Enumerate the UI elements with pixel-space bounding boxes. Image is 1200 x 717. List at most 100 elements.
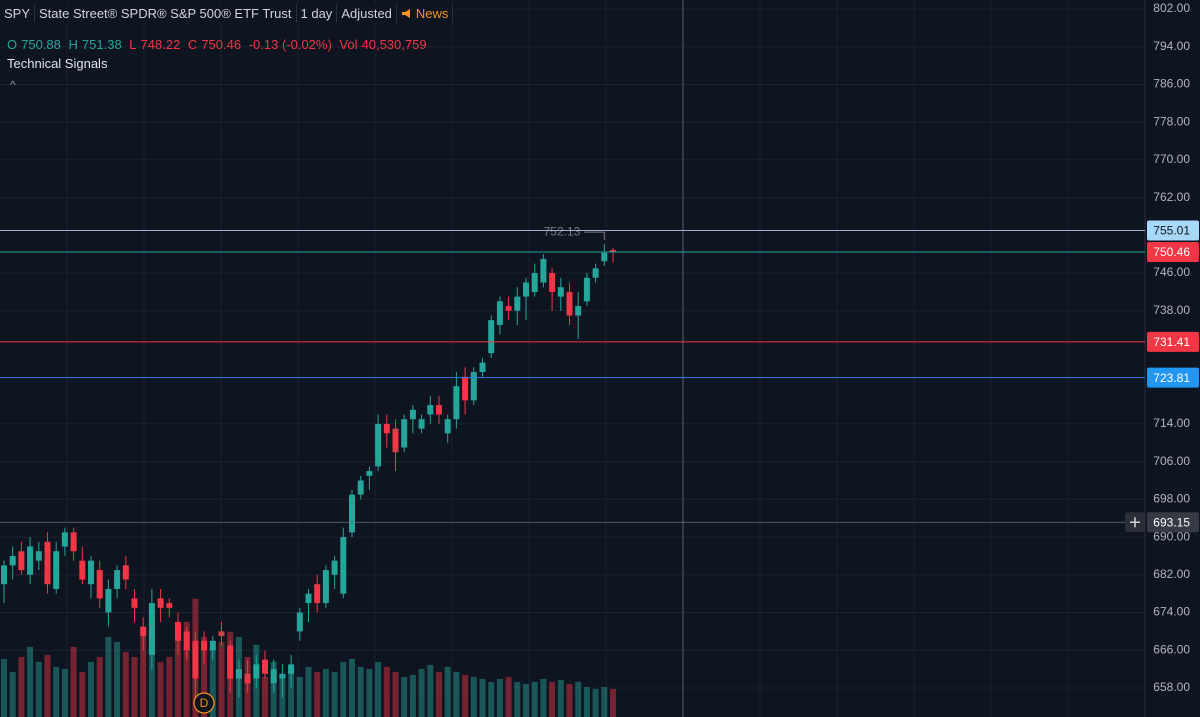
o-letter: O — [7, 37, 18, 52]
volume-bar — [496, 678, 503, 717]
volume-value: 40,530,759 — [361, 37, 427, 52]
collapse-caret[interactable]: ^ — [10, 78, 16, 92]
y-tick-label: 674.00 — [1153, 605, 1190, 619]
volume-bar — [375, 661, 382, 717]
volume-bar — [201, 636, 208, 717]
y-tick-label: 706.00 — [1153, 454, 1190, 468]
symbol[interactable]: SPY — [0, 4, 36, 23]
volume-bar — [175, 631, 181, 717]
volume-bar — [131, 656, 138, 717]
volume-bar — [366, 668, 373, 717]
volume-bar — [357, 666, 364, 717]
high-marker-bracket — [584, 231, 605, 241]
volume-bar — [514, 681, 521, 717]
y-tick-label: 682.00 — [1153, 567, 1190, 581]
price-label-bg — [1147, 367, 1199, 388]
volume-bar — [35, 661, 42, 717]
y-tick-label: 658.00 — [1153, 680, 1190, 694]
y-tick-label: 802.00 — [1153, 1, 1190, 15]
candle-body — [523, 282, 529, 297]
y-tick-label: 770.00 — [1153, 152, 1190, 166]
volume-bar — [462, 674, 469, 717]
close-value: 750.46 — [201, 37, 242, 52]
candle-body — [470, 372, 477, 401]
volume-bar — [322, 668, 329, 717]
volume-bar — [575, 681, 582, 717]
candle-body — [122, 565, 129, 580]
candle-body — [148, 603, 155, 655]
volume-bar — [601, 686, 608, 717]
y-tick-label: 690.00 — [1153, 529, 1190, 543]
change: -0.13 (-0.02%) — [248, 37, 332, 52]
y-tick-label: 666.00 — [1153, 642, 1190, 656]
candle-body — [462, 376, 469, 401]
technical-signals[interactable]: Technical Signals — [7, 56, 108, 71]
price-label-bg — [1147, 242, 1199, 263]
candle-body — [235, 669, 242, 679]
candle-body — [366, 471, 373, 476]
y-tick-label: 762.00 — [1153, 190, 1190, 204]
volume-bar — [53, 666, 60, 717]
volume-bar — [114, 641, 121, 717]
volume-bar — [531, 681, 538, 717]
volume-bar — [166, 656, 173, 717]
price-label: 755.01 — [1153, 224, 1190, 238]
volume-bar — [392, 671, 399, 717]
volume-bar — [27, 646, 34, 717]
volume-bar — [262, 676, 268, 717]
candle-body — [79, 560, 86, 580]
candle-body — [88, 560, 94, 585]
y-tick-label: 778.00 — [1153, 114, 1190, 128]
candle-body — [453, 386, 460, 420]
candle-body — [444, 419, 451, 434]
volume-bar — [331, 671, 338, 717]
candle-body — [18, 551, 25, 571]
y-tick-label: 738.00 — [1153, 303, 1190, 317]
candle-body — [270, 669, 277, 684]
volume-bar — [218, 641, 225, 717]
volume-bar — [1, 658, 7, 717]
news-label: News — [415, 6, 449, 21]
candle-body — [114, 570, 121, 589]
adjustment[interactable]: Adjusted — [337, 4, 397, 23]
candle-body — [70, 532, 77, 552]
news-icon — [401, 9, 410, 18]
volume-bar — [88, 661, 94, 717]
candle-body — [183, 631, 190, 651]
event-marker[interactable] — [193, 692, 215, 714]
volume-bar — [505, 676, 512, 717]
volume-bar — [9, 671, 16, 717]
instrument-name[interactable]: State Street® SPDR® S&P 500® ETF Trust — [35, 4, 297, 23]
interval[interactable]: 1 day — [296, 4, 338, 23]
plus-icon — [1130, 517, 1140, 528]
candle-body — [227, 645, 234, 679]
volume-bar — [79, 671, 86, 717]
candle-body — [331, 560, 338, 575]
candle-body — [610, 250, 616, 253]
c-letter: C — [187, 37, 198, 52]
crosshair-label: 693.15 — [1153, 515, 1190, 529]
candle-body — [401, 419, 408, 448]
candle-body — [166, 603, 173, 608]
volume-bar — [566, 683, 573, 717]
volume-bar — [383, 666, 390, 717]
candle-body — [175, 621, 181, 641]
news[interactable]: News — [396, 4, 454, 23]
high-value: 751.38 — [81, 37, 122, 52]
candle-body — [96, 570, 103, 599]
price-label-bg — [1147, 220, 1199, 241]
volume-bar — [340, 661, 347, 717]
candle-body — [557, 287, 564, 297]
candle-body — [9, 555, 16, 566]
candle-body — [514, 296, 521, 311]
volume-bar — [540, 678, 547, 717]
header-bar: SPY State Street® SPDR® S&P 500® ETF Tru… — [0, 4, 454, 23]
candle-body — [531, 273, 538, 292]
volume-bar — [418, 668, 425, 717]
volume-bar — [549, 681, 556, 717]
candle-body — [496, 301, 503, 325]
volume-bar — [70, 646, 77, 717]
candle-body — [436, 405, 442, 415]
volume-bar — [140, 626, 147, 717]
